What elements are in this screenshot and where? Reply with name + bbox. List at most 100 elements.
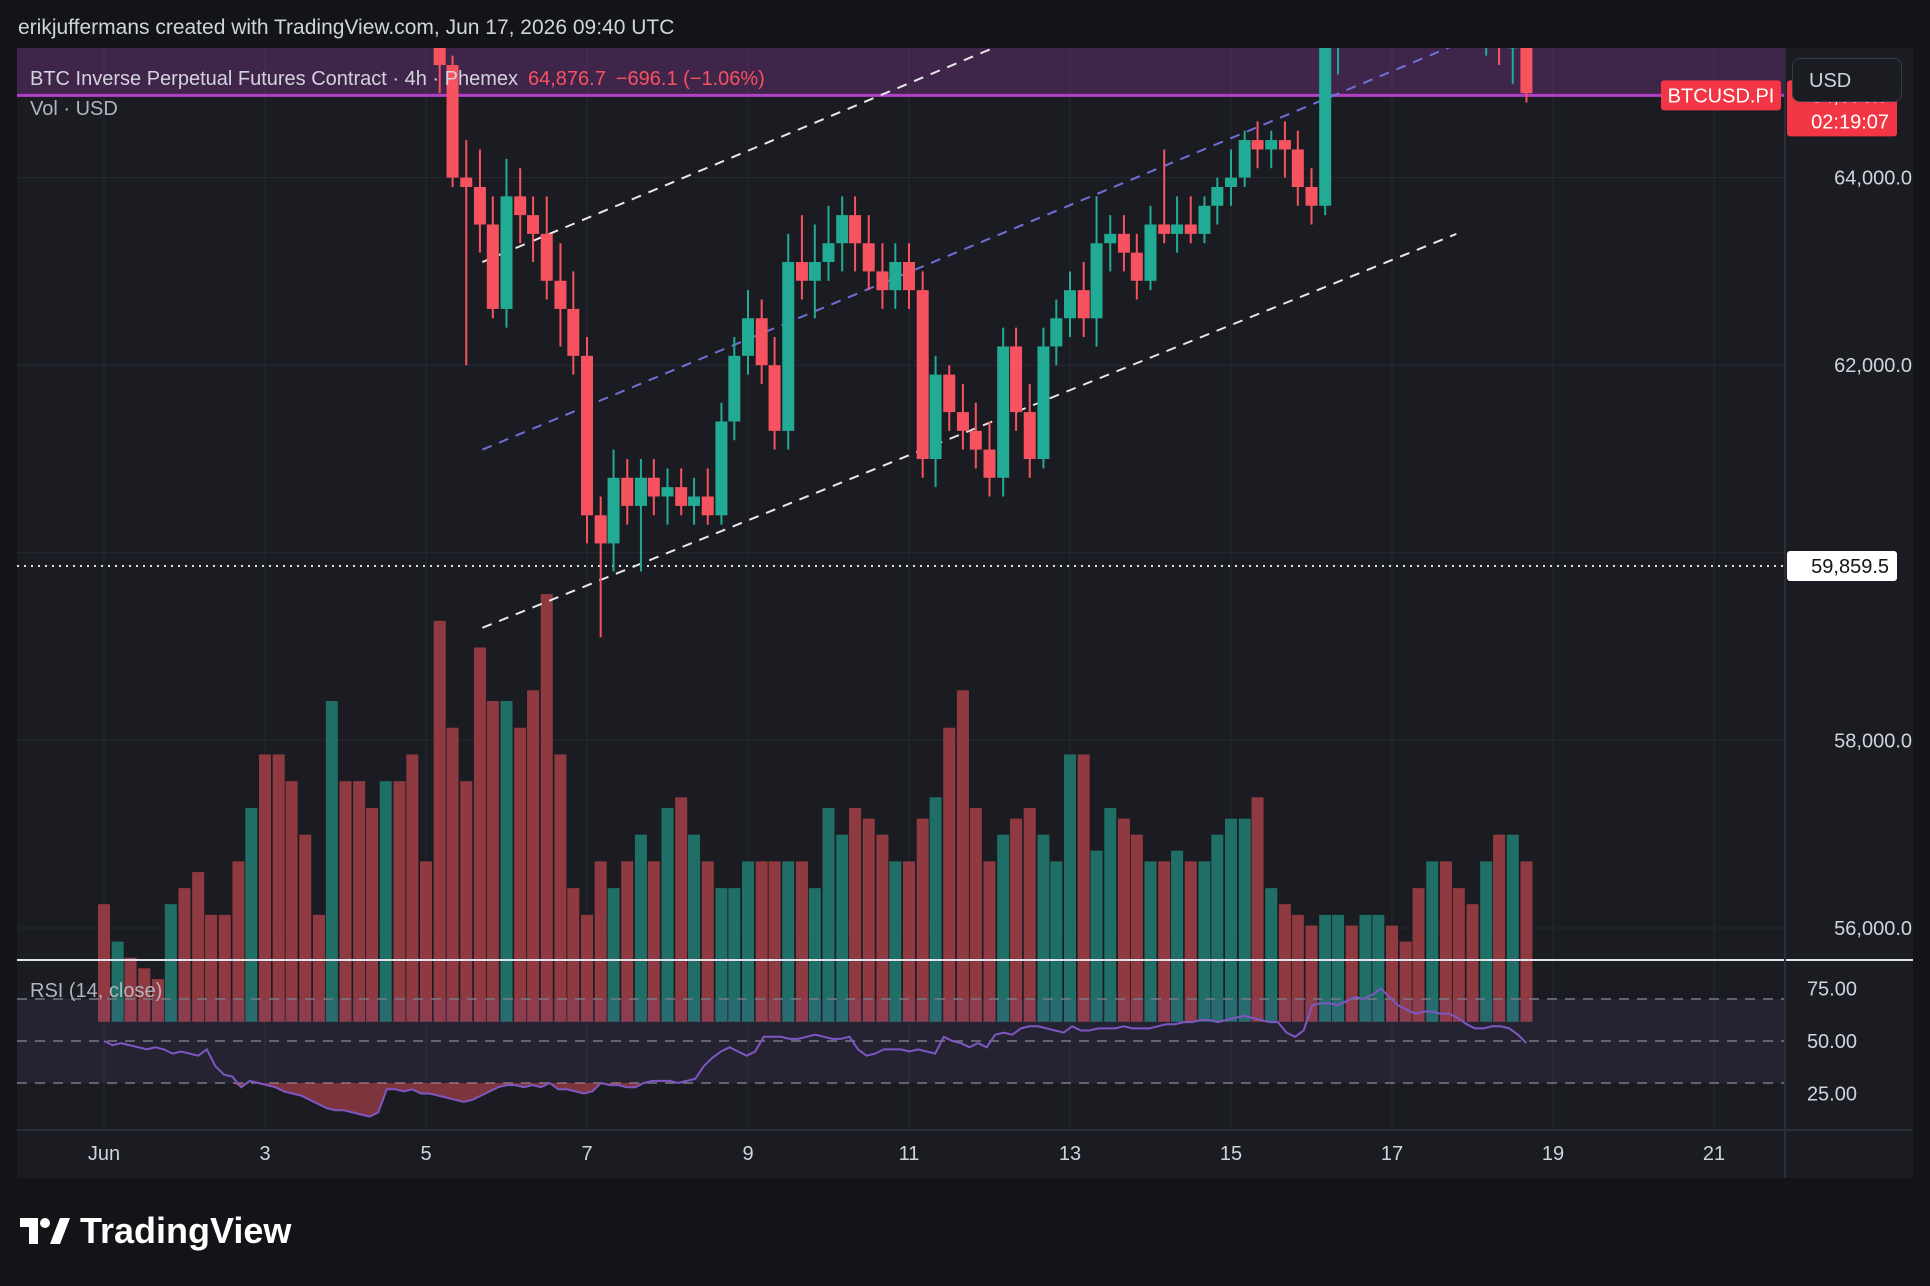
volume-bar — [232, 861, 245, 1022]
x-tick-label: 19 — [1542, 1143, 1564, 1165]
tradingview-logo[interactable]: TradingView — [20, 1210, 291, 1252]
candle-body — [581, 355, 593, 516]
volume-bar — [956, 690, 969, 1022]
candle-body — [1184, 224, 1197, 234]
candle-body — [889, 262, 902, 291]
volume-bar — [1426, 861, 1439, 1022]
volume-bar — [1037, 834, 1050, 1022]
volume-bar — [1225, 818, 1237, 1022]
volume-bar — [688, 834, 701, 1022]
volume-bar — [594, 861, 607, 1022]
volume-bar — [1265, 888, 1278, 1022]
legend-volume[interactable]: Vol · USD — [30, 98, 118, 120]
volume-bar — [1291, 914, 1304, 1022]
candle-body — [647, 477, 660, 497]
candle-body — [929, 374, 942, 459]
candle-body — [822, 243, 835, 263]
volume-bar — [325, 701, 338, 1022]
volume-bar — [527, 690, 540, 1022]
rsi-legend[interactable]: RSI (14, close) — [30, 980, 163, 1002]
volume-bar — [943, 727, 956, 1022]
volume-bar — [178, 888, 191, 1022]
candle-body — [728, 355, 741, 422]
candle-body — [782, 262, 795, 431]
volume-bar — [903, 861, 915, 1022]
symbol-tag: BTCUSD.PI — [1668, 85, 1775, 107]
candle-body — [943, 374, 956, 413]
candle-body — [688, 496, 701, 506]
channel-lower-line — [481, 232, 1457, 629]
volume-bar — [339, 781, 352, 1022]
legend-price: 64,876.7 — [527, 68, 606, 90]
volume-bar — [1144, 861, 1157, 1022]
chart-frame: Jun 3 5 7 9 11 13 15 17 19 21 56,000.0 58,000.0 62,00… — [17, 48, 1913, 1178]
volume-bar — [808, 888, 821, 1022]
candle-body — [849, 215, 862, 244]
candle-body — [1171, 224, 1184, 234]
candle-body — [1144, 224, 1157, 281]
chart-canvas[interactable]: Jun 3 5 7 9 11 13 15 17 19 21 56,000.0 58,000.0 62,00… — [17, 48, 1913, 1178]
volume-bar — [755, 861, 768, 1022]
candle-body — [554, 280, 567, 309]
volume-bar — [969, 807, 982, 1022]
candle-body — [527, 215, 540, 234]
candle-body — [1064, 290, 1076, 319]
candle-body — [1158, 224, 1171, 234]
candle-body — [701, 496, 714, 516]
candle-body — [1037, 346, 1050, 459]
volume-bar — [446, 727, 459, 1022]
volume-bar — [285, 781, 298, 1022]
candle-body — [969, 430, 982, 450]
candle-body — [460, 177, 473, 187]
channel-middle-line — [481, 48, 1451, 451]
candle-body — [1050, 318, 1063, 347]
currency-button[interactable]: USD — [1792, 58, 1902, 102]
candle-body — [1023, 412, 1036, 459]
volume-bar — [607, 888, 620, 1022]
x-tick-label: 5 — [420, 1143, 431, 1165]
candle-body — [1225, 177, 1237, 187]
volume-bar — [433, 620, 446, 1022]
volume-bar — [1480, 861, 1493, 1022]
volume-bar — [151, 979, 164, 1022]
legend-symbol[interactable]: BTC Inverse Perpetual Futures Contract ·… — [30, 68, 518, 90]
candle-body — [473, 186, 486, 225]
volume-bar — [1251, 797, 1264, 1022]
volume-bar — [1064, 754, 1076, 1022]
volume-bar — [1466, 904, 1479, 1022]
candle-body — [876, 271, 889, 291]
volume-bar — [393, 781, 406, 1022]
volume-bar — [1506, 834, 1519, 1022]
volume-bar — [1412, 888, 1425, 1022]
symbol-tag-box — [1661, 80, 1781, 111]
volume-bar — [1010, 818, 1023, 1022]
volume-bar — [795, 861, 808, 1022]
rsi-tick-label: 25.00 — [1807, 1084, 1857, 1106]
channel-upper-line — [481, 48, 996, 263]
volume-bar — [1452, 888, 1465, 1022]
y-tick-label: 64,000.0 — [1834, 168, 1912, 190]
volume-bar — [836, 834, 849, 1022]
volume-bar — [353, 781, 366, 1022]
candle-body — [862, 243, 875, 272]
volume-bar — [889, 861, 902, 1022]
candle-body — [1130, 252, 1143, 281]
volume-bar — [245, 807, 258, 1022]
volume-bar — [768, 861, 781, 1022]
x-tick-label: 3 — [259, 1143, 270, 1165]
volume-bar — [1399, 941, 1412, 1022]
volume-bar — [1117, 818, 1130, 1022]
volume-bar — [661, 807, 674, 1022]
x-tick-label: 9 — [742, 1143, 753, 1165]
volume-bar — [675, 797, 688, 1022]
candle-body — [500, 196, 513, 309]
volume-bar — [1184, 861, 1197, 1022]
candle-body — [1305, 186, 1318, 206]
candle-body — [742, 318, 754, 356]
chart-legend: BTC Inverse Perpetual Futures Contract ·… — [30, 64, 765, 124]
candle-body — [916, 290, 929, 459]
candle-body — [795, 262, 808, 281]
volume-bar — [379, 781, 392, 1022]
candle-body — [634, 477, 647, 506]
volume-bar — [473, 647, 486, 1022]
